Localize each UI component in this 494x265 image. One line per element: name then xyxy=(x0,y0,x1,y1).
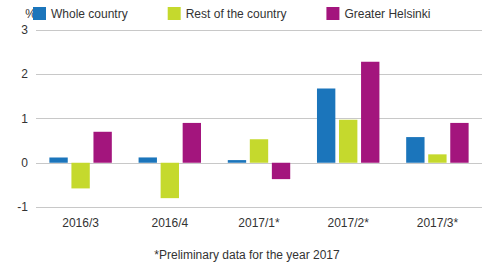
svg-text:2: 2 xyxy=(21,67,28,81)
svg-text:1: 1 xyxy=(21,112,28,126)
svg-text:2017/1*: 2017/1* xyxy=(238,216,280,230)
svg-text:Greater Helsinki: Greater Helsinki xyxy=(344,7,430,21)
svg-text:Whole country: Whole country xyxy=(51,7,128,21)
svg-text:3: 3 xyxy=(21,23,28,37)
svg-text:-1: -1 xyxy=(17,200,28,214)
svg-text:2016/3: 2016/3 xyxy=(62,216,99,230)
svg-text:Rest of the country: Rest of the country xyxy=(186,7,287,21)
svg-text:0: 0 xyxy=(21,156,28,170)
svg-text:2017/3*: 2017/3* xyxy=(417,216,459,230)
svg-text:2017/2*: 2017/2* xyxy=(328,216,370,230)
svg-text:2016/4: 2016/4 xyxy=(151,216,188,230)
svg-text:*Preliminary data for the year: *Preliminary data for the year 2017 xyxy=(154,248,340,262)
